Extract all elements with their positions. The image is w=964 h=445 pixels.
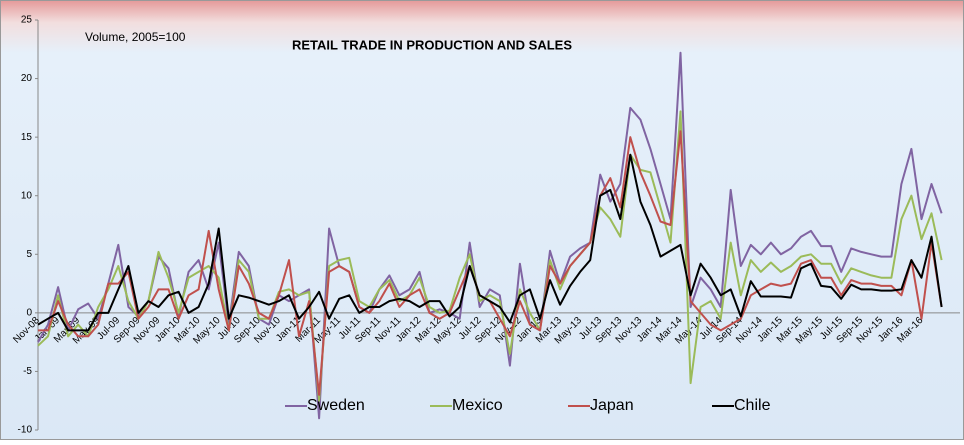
annotation: Volume, 2005=100 <box>85 30 186 44</box>
legend-label: Chile <box>734 397 771 414</box>
chart-title: RETAIL TRADE IN PRODUCTION AND SALES <box>292 37 572 52</box>
series-line <box>37 51 943 420</box>
y-tick-label: 0 <box>26 307 32 318</box>
y-tick-label: 10 <box>21 190 33 201</box>
y-tick-label: 25 <box>21 15 33 26</box>
legend-label: Sweden <box>307 397 365 414</box>
y-tick-label: 20 <box>21 73 33 84</box>
legend-label: Japan <box>590 397 634 414</box>
legend-label: Mexico <box>452 397 503 414</box>
y-tick-label: 15 <box>21 132 33 143</box>
y-tick-label: -5 <box>23 366 32 377</box>
y-tick-label: -10 <box>18 425 33 436</box>
series-line <box>37 153 943 332</box>
y-tick-label: 5 <box>26 249 32 260</box>
series-line <box>37 110 943 402</box>
